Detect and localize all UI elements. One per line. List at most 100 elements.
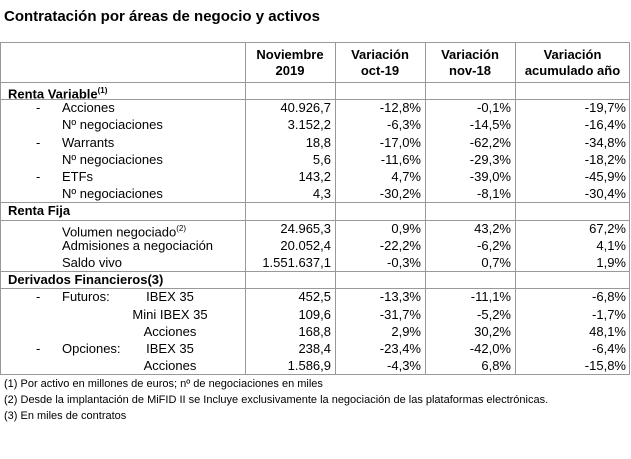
cell-value: 0,7% <box>481 255 511 270</box>
column-header: Variación <box>441 47 499 62</box>
footnote-ref: (2) <box>176 223 186 233</box>
cell-value: -30,4% <box>584 186 626 202</box>
cell-value: -13,3% <box>379 289 421 305</box>
row-sublabel: Acciones <box>143 358 197 374</box>
cell-value: -11,1% <box>470 289 511 305</box>
grid-line <box>0 219 630 221</box>
grid-line <box>245 42 246 375</box>
cell-value: 452,5 <box>298 289 331 305</box>
cell-value: -18,2% <box>584 151 626 167</box>
cell-value: -19,7% <box>584 100 626 116</box>
row-label: Opciones: <box>62 341 121 356</box>
footnote: (2) Desde la implantación de MiFID II se… <box>4 394 549 407</box>
row-marker: - <box>36 100 41 116</box>
grid-line <box>629 42 630 375</box>
cell-value: -34,8% <box>584 134 626 150</box>
cell-value: -45,9% <box>584 169 626 184</box>
cell-value: -15,8% <box>584 358 626 374</box>
row-marker: - <box>36 169 41 184</box>
cell-value: -23,4% <box>379 341 421 356</box>
column-header: oct-19 <box>360 63 400 78</box>
grid-line <box>0 202 630 204</box>
cell-value: -5,2% <box>477 306 511 322</box>
cell-value: 4,7% <box>391 169 421 184</box>
column-header: acumulado año <box>524 63 621 78</box>
column-header: Noviembre <box>256 47 324 62</box>
row-label: Futuros: <box>62 289 110 305</box>
section-title: Renta Variable(1) <box>8 86 108 102</box>
row-label: Warrants <box>62 134 115 150</box>
row-sublabel: Acciones <box>143 323 197 339</box>
grid-line <box>0 288 630 290</box>
row-label: Admisiones a negociación <box>62 237 214 253</box>
row-marker: - <box>36 341 41 356</box>
cell-value: -6,8% <box>592 289 626 305</box>
cell-value: 1.551.637,1 <box>262 255 331 270</box>
cell-value: 5,6 <box>312 151 331 167</box>
row-sublabel: IBEX 35 <box>146 289 194 305</box>
cell-value: -11,6% <box>380 151 421 167</box>
grid-line <box>515 42 516 375</box>
cell-value: 143,2 <box>298 169 331 184</box>
column-header: 2019 <box>275 63 305 78</box>
footnote-ref: (1) <box>97 86 108 95</box>
row-label: Saldo vivo <box>62 255 122 270</box>
section-title: Derivados Financieros(3) <box>8 272 164 288</box>
cell-value: 168,8 <box>298 323 331 339</box>
cell-value: -14,5% <box>469 117 511 133</box>
row-marker: - <box>36 134 41 150</box>
cell-value: -12,8% <box>379 100 421 116</box>
cell-value: 1.586,9 <box>287 358 331 374</box>
cell-value: -22,2% <box>379 237 421 253</box>
title: Contratación por áreas de negocio y acti… <box>4 8 320 25</box>
cell-value: 30,2% <box>474 323 511 339</box>
cell-value: -8,1% <box>477 186 511 202</box>
cell-value: 18,8 <box>305 134 331 150</box>
cell-value: -6,4% <box>592 341 626 356</box>
cell-value: 0,9% <box>391 220 421 236</box>
cell-value: 20.052,4 <box>280 237 331 253</box>
row-label: Nº negociaciones <box>62 186 163 202</box>
cell-value: -4,3% <box>387 358 421 374</box>
grid-line <box>0 42 1 375</box>
row-label: ETFs <box>62 169 94 184</box>
row-label: Nº negociaciones <box>62 151 163 167</box>
cell-value: -39,0% <box>469 169 511 184</box>
cell-value: -0,1% <box>477 100 511 116</box>
cell-value: -1,7% <box>592 306 626 322</box>
cell-value: 67,2% <box>589 220 626 236</box>
grid-line <box>0 99 630 101</box>
cell-value: 2,9% <box>391 323 421 339</box>
footnote: (3) En miles de contratos <box>4 410 127 423</box>
cell-value: 109,6 <box>298 306 331 322</box>
cell-value: -31,7% <box>379 306 421 322</box>
row-label: Nº negociaciones <box>62 117 163 133</box>
cell-value: -29,3% <box>469 151 511 167</box>
cell-value: 6,8% <box>481 358 511 374</box>
cell-value: -0,3% <box>387 255 421 270</box>
cell-value: 3.152,2 <box>287 117 331 133</box>
cell-value: 4,1% <box>596 237 626 253</box>
cell-value: -17,0% <box>379 134 421 150</box>
grid-line <box>0 82 630 83</box>
cell-value: 40.926,7 <box>280 100 331 116</box>
cell-value: -30,2% <box>379 186 421 202</box>
column-header: nov-18 <box>449 63 491 78</box>
row-sublabel: IBEX 35 <box>146 341 194 356</box>
cell-value: -16,4% <box>584 117 626 133</box>
grid-line <box>0 271 630 273</box>
footnote: (1) Por activo en millones de euros; nº … <box>4 378 323 391</box>
cell-value: 1,9% <box>596 255 626 270</box>
grid-line <box>335 42 336 375</box>
cell-value: 43,2% <box>474 220 511 236</box>
row-marker: - <box>36 289 41 305</box>
cell-value: 238,4 <box>298 341 331 356</box>
cell-value: 48,1% <box>589 323 626 339</box>
column-header: Variación <box>351 47 409 62</box>
section-title: Renta Fija <box>8 203 71 219</box>
grid-line <box>0 374 630 376</box>
grid-line <box>425 42 426 375</box>
cell-value: 24.965,3 <box>280 220 331 236</box>
cell-value: -6,3% <box>387 117 421 133</box>
